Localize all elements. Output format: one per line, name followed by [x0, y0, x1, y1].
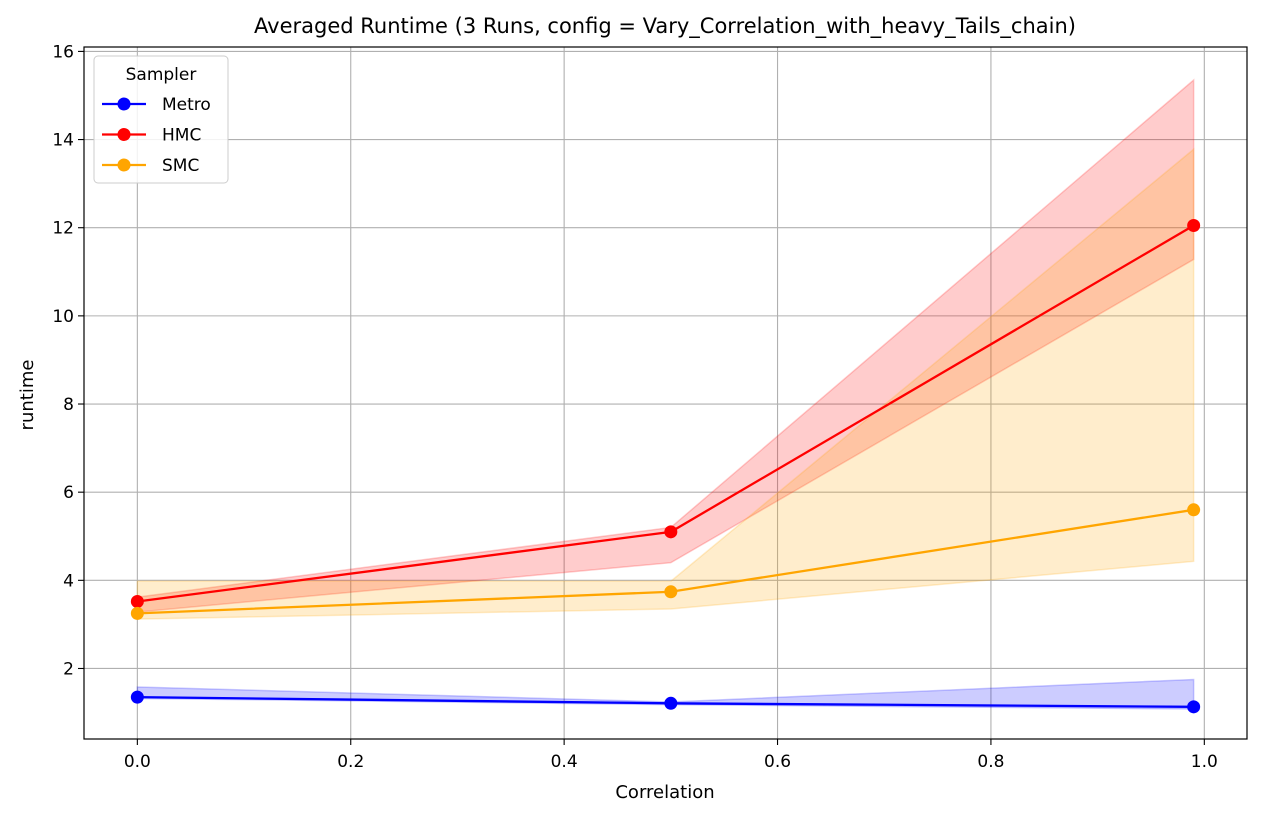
- y-axis-label: runtime: [17, 360, 38, 431]
- y-tick-label: 6: [63, 483, 74, 503]
- hmc-legend-label: HMC: [162, 126, 201, 146]
- metro-point: [1187, 700, 1201, 714]
- grid-lines: [84, 47, 1247, 739]
- metro-point: [130, 690, 144, 704]
- y-tick-label: 4: [63, 571, 74, 591]
- metro-legend-label: Metro: [162, 95, 211, 115]
- y-axis-ticks: 2 4 6 8 10 12 14 16: [52, 42, 84, 679]
- x-tick-label: 1.0: [1191, 752, 1218, 772]
- smc-legend-label: SMC: [162, 156, 199, 176]
- smc-point: [664, 585, 678, 599]
- hmc-point: [130, 594, 144, 608]
- y-tick-label: 8: [63, 395, 74, 415]
- y-tick-label: 10: [52, 307, 74, 327]
- x-tick-label: 0.6: [764, 752, 791, 772]
- y-tick-label: 2: [63, 659, 74, 679]
- x-tick-label: 0.2: [337, 752, 364, 772]
- hmc-point: [1187, 219, 1201, 233]
- x-tick-label: 0.8: [977, 752, 1004, 772]
- y-tick-label: 14: [52, 131, 74, 151]
- chart-title: Averaged Runtime (3 Runs, config = Vary_…: [254, 14, 1076, 39]
- legend: Sampler Metro HMC SMC: [93, 55, 229, 184]
- hmc-point: [664, 525, 678, 539]
- x-tick-label: 0.4: [551, 752, 578, 772]
- x-axis-label: Correlation: [615, 782, 714, 803]
- legend-box: [93, 55, 229, 184]
- smc-point: [1187, 503, 1201, 517]
- series-markers: [130, 219, 1201, 714]
- y-tick-label: 12: [52, 219, 74, 239]
- confidence-bands: [136, 78, 1195, 710]
- hmc-legend-marker: [117, 128, 131, 141]
- legend-title: Sampler: [126, 65, 197, 85]
- metro-point: [664, 696, 678, 710]
- y-tick-label: 16: [52, 42, 74, 62]
- metro-legend-marker: [117, 97, 131, 111]
- x-tick-label: 0.0: [124, 752, 151, 772]
- x-axis-ticks: 0.0 0.2 0.4 0.6 0.8 1.0: [124, 739, 1218, 772]
- smc-legend-marker: [117, 158, 131, 172]
- plot-frame: [83, 46, 1248, 740]
- smc-point: [130, 606, 144, 620]
